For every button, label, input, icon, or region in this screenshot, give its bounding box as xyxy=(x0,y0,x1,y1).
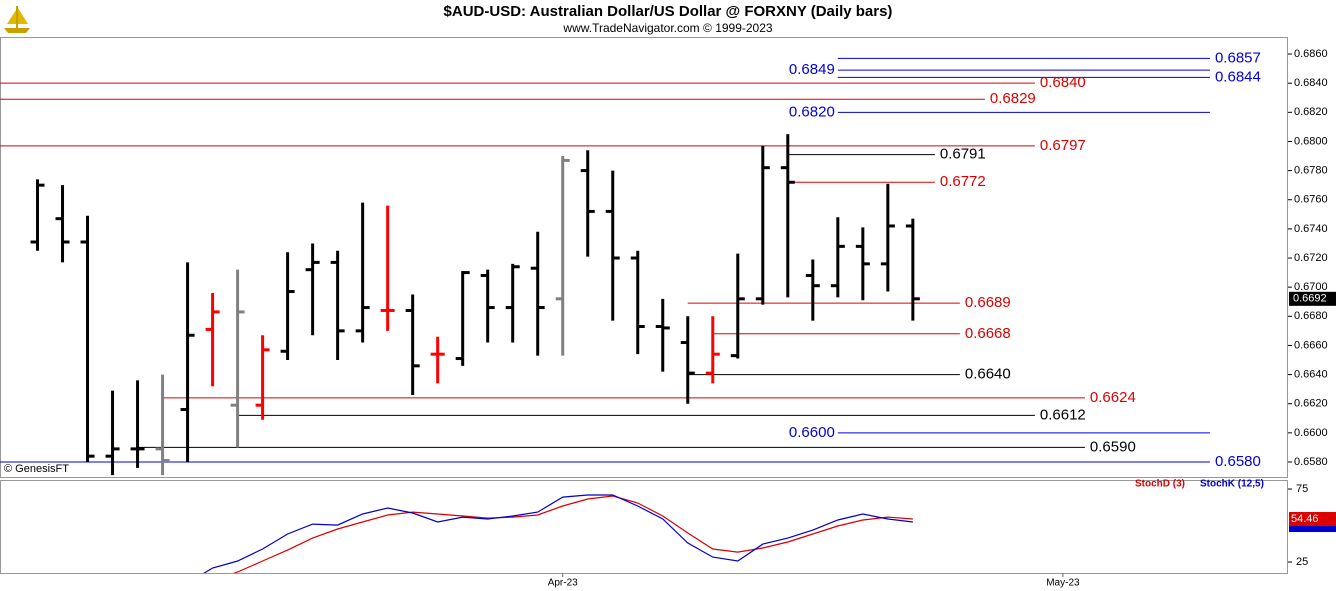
y-tick-label: 0.6860 xyxy=(1294,48,1328,60)
y-tick-label: 0.6740 xyxy=(1294,223,1328,235)
y-tick-label: 0.6820 xyxy=(1294,106,1328,118)
y-tick-label: 0.6580 xyxy=(1294,456,1328,468)
level-label: 0.6600 xyxy=(789,424,835,441)
x-tick-label: Apr-23 xyxy=(548,578,578,589)
logo xyxy=(4,6,30,33)
chart-title: $AUD-USD: Australian Dollar/US Dollar @ … xyxy=(444,3,893,20)
legend-entry: StochD (3) xyxy=(1135,479,1185,490)
y-tick-label: 0.6840 xyxy=(1294,77,1328,89)
level-label: 0.6849 xyxy=(789,61,835,78)
level-label: 0.6791 xyxy=(940,146,986,163)
last-price-box xyxy=(1289,291,1336,306)
level-label: 0.6580 xyxy=(1215,453,1261,470)
stoch-panel xyxy=(0,480,1288,574)
level-label: 0.6857 xyxy=(1215,49,1261,66)
level-label: 0.6668 xyxy=(965,325,1011,342)
level-label: 0.6829 xyxy=(990,90,1036,107)
level-label: 0.6772 xyxy=(940,173,986,190)
level-label: 0.6689 xyxy=(965,294,1011,311)
y-tick-label: 0.6700 xyxy=(1294,281,1328,293)
y-tick-label: 0.6800 xyxy=(1294,135,1328,147)
level-label: 0.6844 xyxy=(1215,68,1261,85)
y-tick-label: 0.6620 xyxy=(1294,398,1328,410)
y-tick-label: 25 xyxy=(1296,556,1308,568)
level-label: 0.6590 xyxy=(1090,438,1136,455)
stoch-line xyxy=(233,495,913,573)
y-tick-label: 0.6640 xyxy=(1294,368,1328,380)
y-tick-label: 0.6760 xyxy=(1294,194,1328,206)
chart-subtitle: www.TradeNavigator.com © 1999-2023 xyxy=(562,21,772,35)
last-value-box xyxy=(1289,512,1336,527)
y-tick-label: 0.6780 xyxy=(1294,165,1328,177)
legend-entry: StochK (12,5) xyxy=(1200,479,1264,490)
y-tick-label: 0.6660 xyxy=(1294,339,1328,351)
watermark: © GenesisFT xyxy=(4,463,69,475)
stoch-line xyxy=(203,494,913,573)
y-tick-label: 0.6720 xyxy=(1294,252,1328,264)
x-tick-label: May-23 xyxy=(1046,578,1080,589)
level-label: 0.6624 xyxy=(1090,389,1136,406)
level-label: 0.6640 xyxy=(965,366,1011,383)
last-price-label: 0.6692 xyxy=(1293,293,1327,305)
price-panel xyxy=(0,37,1288,478)
y-tick-label: 0.6680 xyxy=(1294,310,1328,322)
level-label: 0.6797 xyxy=(1040,137,1086,154)
stoch-lines xyxy=(203,494,913,573)
level-label: 0.6612 xyxy=(1040,406,1086,423)
y-tick-label: 0.6600 xyxy=(1294,427,1328,439)
last-value-label: 54.46 xyxy=(1291,513,1319,525)
y-tick-label: 75 xyxy=(1296,483,1308,495)
level-label: 0.6840 xyxy=(1040,74,1086,91)
level-label: 0.6820 xyxy=(789,103,835,120)
